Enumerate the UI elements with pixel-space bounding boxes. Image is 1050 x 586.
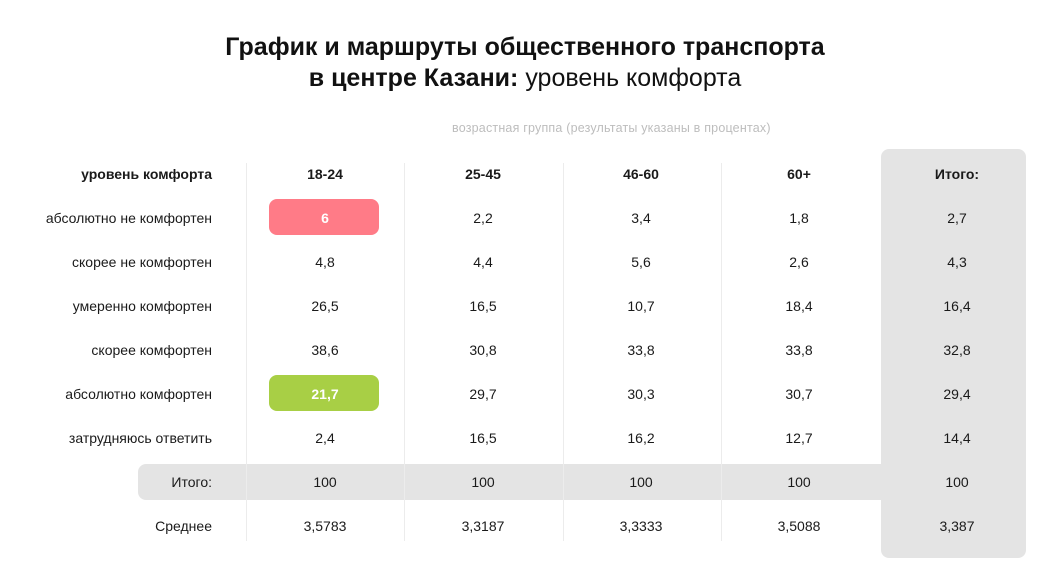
row-label: абсолютно комфортен <box>65 386 212 402</box>
table-cell: 5,6 <box>631 254 651 270</box>
column-divider <box>404 163 405 541</box>
row-label: абсолютно не комфортен <box>45 210 212 226</box>
column-header: 25-45 <box>465 166 501 182</box>
table-cell: 18,4 <box>785 298 813 314</box>
row-label: Итого: <box>171 474 212 490</box>
table-cell: 30,7 <box>785 386 813 402</box>
corner-header-label: уровень комфорта <box>81 166 212 182</box>
table-cell: 21,7 <box>311 386 339 402</box>
table-cell: 16,4 <box>943 298 971 314</box>
table-cell: 100 <box>945 474 969 490</box>
highlight-max-cell <box>269 375 379 411</box>
column-divider <box>721 163 722 541</box>
table-cell: 3,5783 <box>303 518 347 534</box>
row-label: Среднее <box>155 518 212 534</box>
column-divider <box>563 163 564 541</box>
row-label: затрудняюсь ответить <box>68 430 212 446</box>
table-cell: 4,8 <box>315 254 335 270</box>
table-cell: 38,6 <box>311 342 339 358</box>
table-cell: 3,5088 <box>777 518 821 534</box>
table-cell: 12,7 <box>785 430 813 446</box>
table-cell: 100 <box>787 474 811 490</box>
total-column-background <box>881 149 1026 558</box>
table-cell: 16,2 <box>627 430 655 446</box>
table-cell: 3,4 <box>631 210 651 226</box>
chart-title: График и маршруты общественного транспор… <box>0 32 1050 94</box>
table-cell: 16,5 <box>469 430 497 446</box>
table-cell: 1,8 <box>789 210 809 226</box>
title-normal-2: уровень комфорта <box>525 64 742 92</box>
title-bold-2: в центре Казани: <box>308 64 519 92</box>
table-cell: 30,3 <box>627 386 655 402</box>
table-cell: 100 <box>629 474 653 490</box>
table-cell: 16,5 <box>469 298 497 314</box>
table-cell: 4,4 <box>473 254 493 270</box>
table-cell: 4,3 <box>947 254 967 270</box>
table-cell: 29,4 <box>943 386 971 402</box>
table-cell: 2,6 <box>789 254 809 270</box>
title-line-2: в центре Казани: уровень комфорта <box>0 63 1050 94</box>
table-cell: 32,8 <box>943 342 971 358</box>
table-cell: 33,8 <box>627 342 655 358</box>
table-cell: 2,2 <box>473 210 493 226</box>
title-line-1: График и маршруты общественного транспор… <box>0 32 1050 63</box>
table-cell: 2,4 <box>315 430 335 446</box>
table-cell: 29,7 <box>469 386 497 402</box>
table-cell: 2,7 <box>947 210 967 226</box>
table-cell: 30,8 <box>469 342 497 358</box>
table-cell: 26,5 <box>311 298 339 314</box>
table-cell: 3,387 <box>939 518 975 534</box>
table-cell: 6 <box>321 210 329 226</box>
column-header: 46-60 <box>623 166 659 182</box>
row-label: скорее не комфортен <box>72 254 212 270</box>
table-cell: 3,3187 <box>461 518 505 534</box>
row-label: скорее комфортен <box>91 342 212 358</box>
column-divider <box>246 163 247 541</box>
title-bold-1: График и маршруты общественного транспор… <box>225 33 825 61</box>
table-cell: 14,4 <box>943 430 971 446</box>
table-cell: 10,7 <box>627 298 655 314</box>
column-header: 18-24 <box>307 166 343 182</box>
row-label: умеренно комфортен <box>72 298 212 314</box>
table-cell: 100 <box>313 474 337 490</box>
table-cell: 3,3333 <box>619 518 663 534</box>
total-row-background <box>138 464 881 500</box>
table-cell: 33,8 <box>785 342 813 358</box>
chart-subtitle: возрастная группа (результаты указаны в … <box>452 121 771 135</box>
table-cell: 100 <box>471 474 495 490</box>
column-header: Итого: <box>934 166 980 182</box>
highlight-min-cell <box>269 199 379 235</box>
column-header: 60+ <box>787 166 811 182</box>
